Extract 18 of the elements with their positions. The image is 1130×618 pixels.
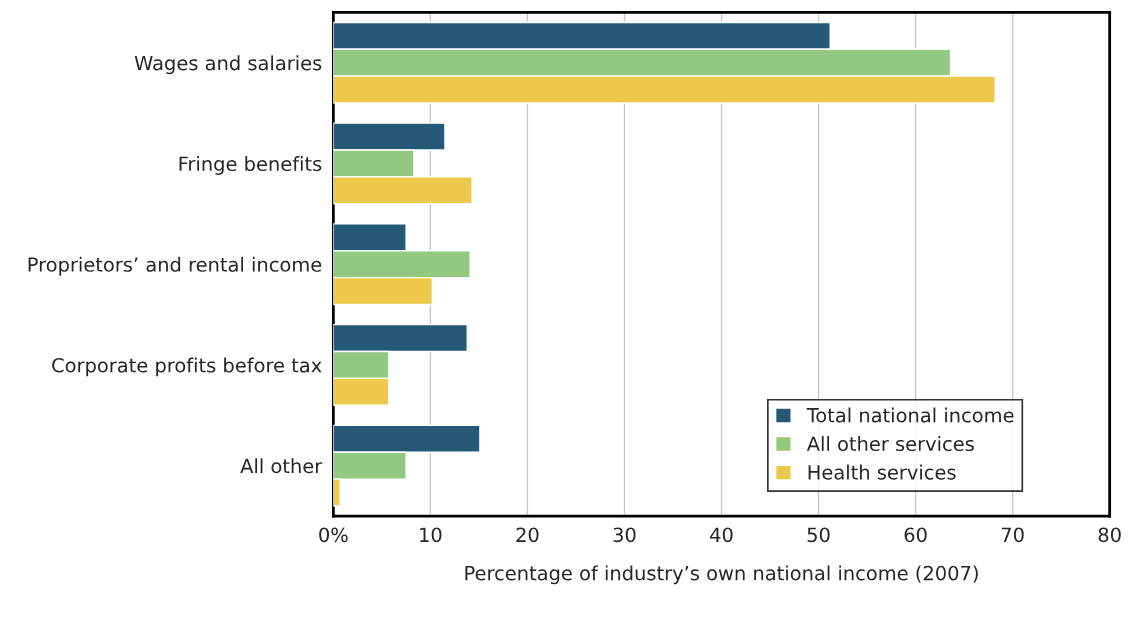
x-axis-title: Percentage of industry’s own national income (2007) <box>465 565 978 585</box>
legend-label: All other services <box>806 436 974 452</box>
x-tick-label: 10 <box>420 527 442 543</box>
x-tick-label: 30 <box>613 527 636 543</box>
y-tick-label: Proprietors’ and rental income <box>28 256 322 276</box>
x-tick-label: 70 <box>1001 527 1024 543</box>
legend-label: Total national income <box>806 407 1014 423</box>
y-tick-label: Corporate profits before tax <box>52 357 322 377</box>
x-tick-label: 80 <box>1098 527 1121 543</box>
y-tick-label: Wages and salaries <box>134 55 322 75</box>
y-tick-label: All other <box>240 458 323 474</box>
x-tick-label: 60 <box>904 527 927 543</box>
x-tick-label: 20 <box>516 527 539 543</box>
x-tick-label: 0% <box>319 527 348 543</box>
y-tick-label: Fringe benefits <box>179 156 322 175</box>
x-tick-label: 50 <box>807 527 830 543</box>
legend-label: Health services <box>808 464 956 480</box>
x-tick-label: 40 <box>710 527 733 543</box>
